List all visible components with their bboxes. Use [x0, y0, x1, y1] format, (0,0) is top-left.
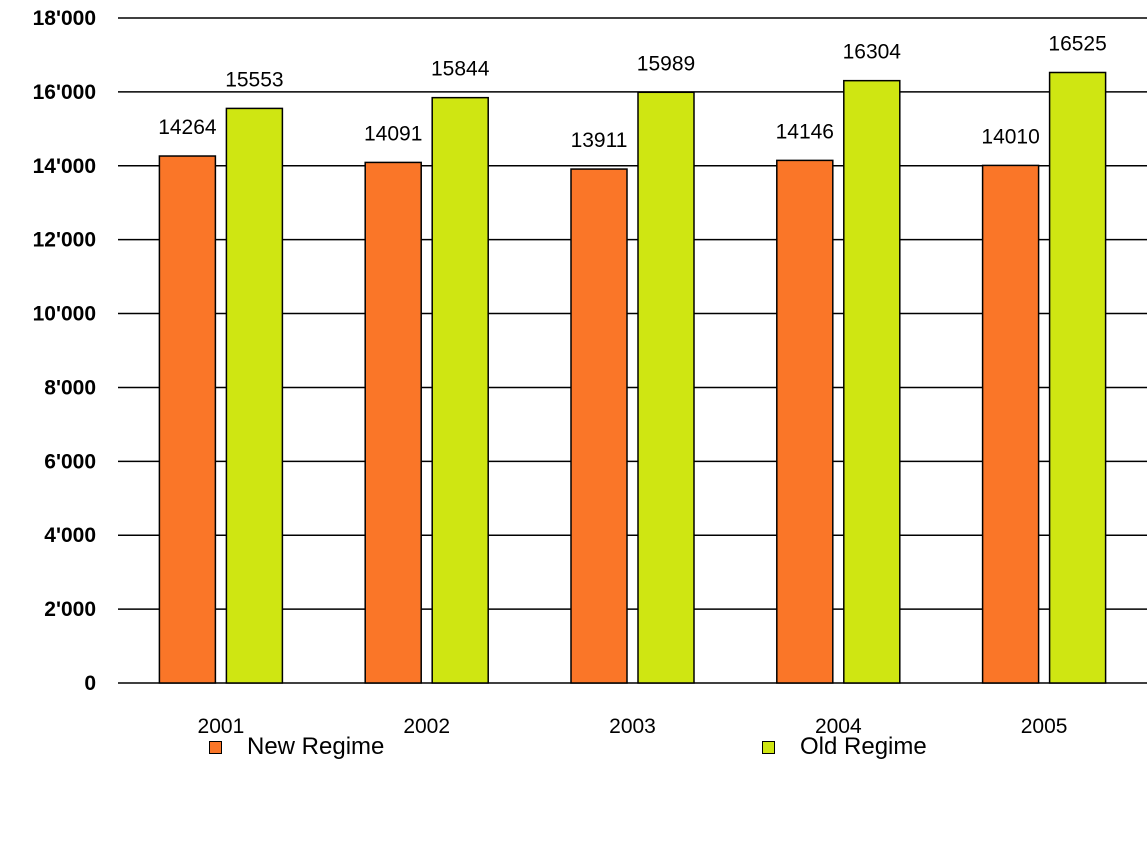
legend-item-new-regime: New Regime	[209, 733, 384, 761]
data-label: 13911	[571, 129, 628, 152]
x-tick-label: 2003	[609, 715, 656, 738]
x-tick-label: 2002	[403, 715, 450, 738]
data-label: 16525	[1048, 32, 1106, 55]
data-label: 15553	[225, 68, 283, 91]
legend-item-old-regime: Old Regime	[762, 733, 927, 761]
y-tick-label: 18'000	[33, 7, 96, 30]
y-tick-label: 2'000	[44, 598, 96, 621]
bar	[776, 159, 834, 684]
bar	[843, 79, 901, 684]
legend-label-new-regime: New Regime	[247, 733, 385, 760]
bar	[570, 168, 628, 684]
legend-label-old-regime: Old Regime	[800, 733, 927, 760]
y-tick-label: 16'000	[33, 81, 96, 104]
data-label: 14264	[158, 116, 217, 139]
y-tick-label: 6'000	[44, 450, 96, 473]
data-label: 14010	[981, 125, 1039, 148]
bar	[431, 96, 489, 684]
data-label: 15989	[637, 52, 695, 75]
legend-swatch-old-regime	[762, 740, 775, 754]
y-tick-label: 14'000	[33, 155, 96, 178]
data-label: 16304	[843, 41, 902, 64]
bar	[981, 164, 1040, 684]
data-label: 14091	[364, 122, 422, 145]
y-tick-label: 0	[84, 672, 96, 695]
x-tick-label: 2004	[815, 715, 862, 738]
legend-swatch-new-regime	[209, 740, 222, 754]
bar	[364, 161, 422, 684]
x-tick-label: 2001	[198, 715, 245, 738]
bar	[637, 91, 695, 684]
x-tick-label: 2005	[1021, 715, 1068, 738]
y-tick-label: 12'000	[33, 229, 96, 252]
y-tick-label: 8'000	[44, 376, 96, 399]
data-label: 14146	[776, 120, 834, 143]
bar	[1048, 71, 1107, 684]
bar	[225, 107, 284, 684]
bar	[158, 155, 217, 684]
data-label: 15844	[431, 58, 490, 81]
y-tick-label: 10'000	[33, 303, 96, 326]
y-tick-label: 4'000	[44, 524, 96, 547]
